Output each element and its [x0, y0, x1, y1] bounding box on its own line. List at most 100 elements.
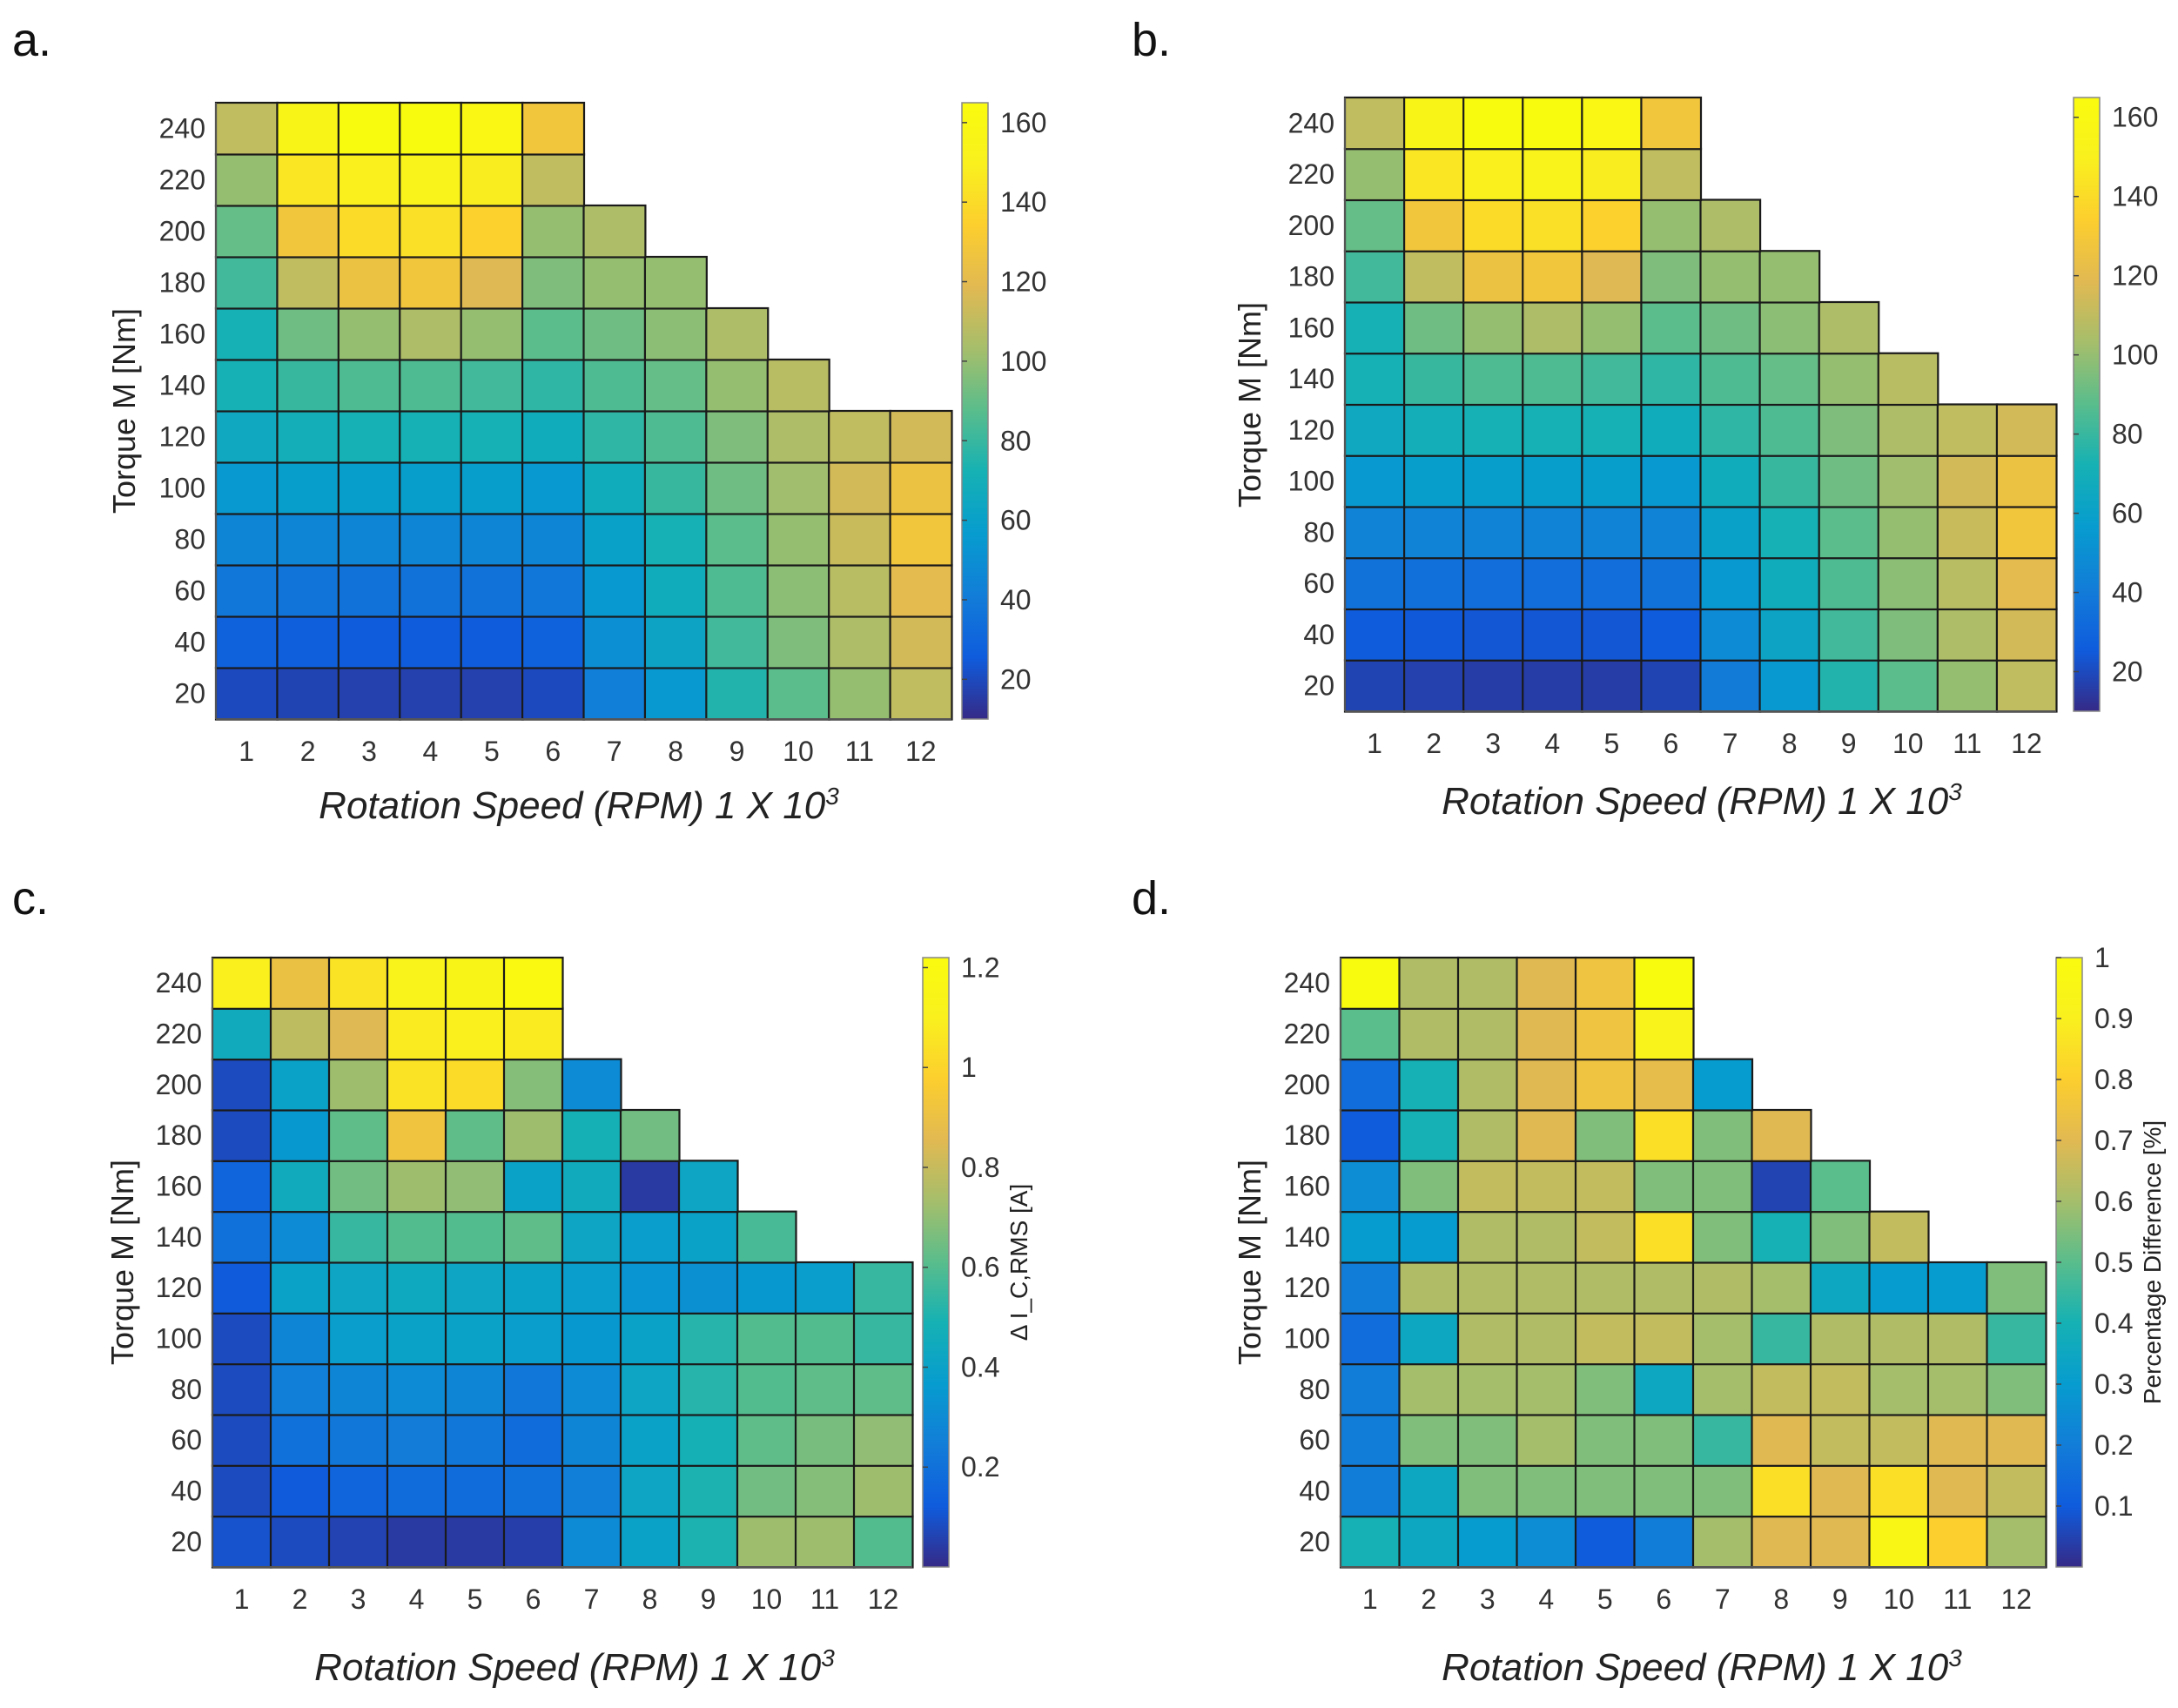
- heatmap-cell: [582, 255, 647, 310]
- heatmap-cell: [211, 1210, 272, 1264]
- colorbar-label: Δ I_C,RMS [A]: [1005, 1184, 1032, 1342]
- heatmap-cell: [399, 666, 463, 721]
- heatmap-cell: [1691, 1210, 1754, 1264]
- heatmap-cell: [766, 512, 830, 567]
- heatmap-cell: [1986, 1362, 2047, 1416]
- x-tick-label: 4: [423, 736, 439, 767]
- heatmap-cell: [1699, 659, 1762, 713]
- heatmap-cell: [1936, 454, 1999, 508]
- heatmap-cell: [1574, 1108, 1637, 1162]
- y-tick-label: 160: [1288, 312, 1334, 343]
- y-tick-label: 180: [1288, 261, 1334, 293]
- heatmap-cell: [1581, 659, 1644, 713]
- heatmap-cell: [460, 358, 524, 413]
- heatmap-cell: [1398, 1210, 1460, 1264]
- heatmap-cell: [337, 512, 401, 567]
- heatmap-cell: [561, 1515, 622, 1569]
- x-axis-label: Rotation Speed (RPM) 1 X 103: [1442, 1644, 1962, 1689]
- colorbar-tick-label: 0.3: [2094, 1368, 2133, 1400]
- heatmap-cell: [1516, 1413, 1577, 1467]
- y-tick-label: 160: [159, 319, 205, 350]
- heatmap-cell: [337, 255, 401, 310]
- y-tick-label: 40: [174, 627, 205, 658]
- heatmap-cell: [1574, 956, 1637, 1010]
- heatmap-cell: [1699, 352, 1762, 407]
- heatmap-cell: [1758, 403, 1821, 457]
- heatmap-cell: [1581, 608, 1644, 662]
- heatmap-cell: [1516, 1261, 1577, 1315]
- heatmap-cell: [1456, 1210, 1519, 1264]
- heatmap-cell: [794, 1515, 856, 1569]
- heatmap-cell: [1633, 1007, 1695, 1061]
- heatmap-cell: [269, 1058, 331, 1112]
- heatmap-cell: [561, 1413, 622, 1467]
- heatmap-cell: [1343, 198, 1406, 252]
- heatmap-cell: [1691, 1312, 1754, 1366]
- heatmap-cell: [1398, 1160, 1460, 1214]
- y-tick-label: 60: [171, 1424, 202, 1456]
- heatmap-cell: [582, 512, 647, 567]
- heatmap-cell: [561, 1261, 622, 1315]
- colorbar-tick-label: 80: [2112, 419, 2143, 450]
- panel-label: a.: [12, 14, 51, 66]
- x-tick-label: 9: [701, 1584, 716, 1615]
- heatmap-cell: [889, 563, 953, 618]
- heatmap-cell: [766, 615, 830, 669]
- colorbar-tick-label: 40: [2112, 577, 2143, 609]
- heatmap-cell: [399, 204, 463, 259]
- heatmap-cell: [1462, 250, 1524, 304]
- heatmap-cell: [460, 255, 524, 310]
- x-tick-label: 8: [668, 736, 683, 767]
- heatmap-cell: [1877, 454, 1939, 508]
- heatmap-cell: [736, 1261, 797, 1315]
- heatmap-cell: [1574, 1312, 1637, 1366]
- y-axis-label: Torque M [Nm]: [106, 308, 142, 514]
- heatmap-cell: [444, 1362, 506, 1416]
- heatmap-cell: [1633, 1108, 1695, 1162]
- heatmap-cell: [399, 615, 463, 669]
- heatmap-cell: [1522, 403, 1583, 457]
- heatmap-cell: [766, 666, 830, 721]
- heatmap-cell: [337, 409, 401, 464]
- heatmap-cell: [1339, 1515, 1402, 1569]
- heatmap-cell: [502, 1058, 564, 1112]
- heatmap-cell: [214, 512, 279, 567]
- heatmap-cell: [1699, 454, 1762, 508]
- heatmap-cell: [1640, 147, 1703, 202]
- heatmap-cell: [214, 306, 279, 361]
- heatmap-cell: [1339, 1160, 1402, 1214]
- heatmap-cell: [1339, 1007, 1402, 1061]
- heatmap-cell: [1516, 1108, 1577, 1162]
- heatmap-cell: [852, 1261, 914, 1315]
- heatmap-cell: [1581, 250, 1644, 304]
- x-tick-label: 8: [1773, 1584, 1789, 1615]
- heatmap-cell: [386, 1210, 447, 1264]
- heatmap-cell: [1640, 96, 1703, 151]
- heatmap-cell: [1633, 1261, 1695, 1315]
- heatmap-cell: [337, 204, 401, 259]
- y-tick-label: 40: [1303, 619, 1334, 650]
- heatmap-cell: [1522, 300, 1583, 355]
- y-tick-label: 180: [1284, 1120, 1330, 1151]
- heatmap-cell: [1339, 1210, 1402, 1264]
- heatmap-cell: [582, 461, 647, 515]
- heatmap-cell: [1926, 1362, 1989, 1416]
- x-tick-label: 5: [467, 1584, 483, 1615]
- colorbar-tick-label: 120: [2112, 260, 2158, 292]
- heatmap-cell: [337, 152, 401, 207]
- heatmap-cell: [521, 615, 586, 669]
- heatmap-cell: [521, 358, 586, 413]
- heatmap-cell: [619, 1261, 681, 1315]
- heatmap-cell: [1343, 352, 1406, 407]
- heatmap-cell: [521, 512, 586, 567]
- heatmap-cell: [276, 101, 340, 156]
- heatmap-cell: [619, 1160, 681, 1214]
- y-tick-label: 60: [1303, 568, 1334, 599]
- heatmap-cell: [1456, 1007, 1519, 1061]
- colorbar-tick-label: 100: [1000, 346, 1046, 377]
- x-tick-label: 1: [239, 736, 254, 767]
- heatmap-cell: [1699, 403, 1762, 457]
